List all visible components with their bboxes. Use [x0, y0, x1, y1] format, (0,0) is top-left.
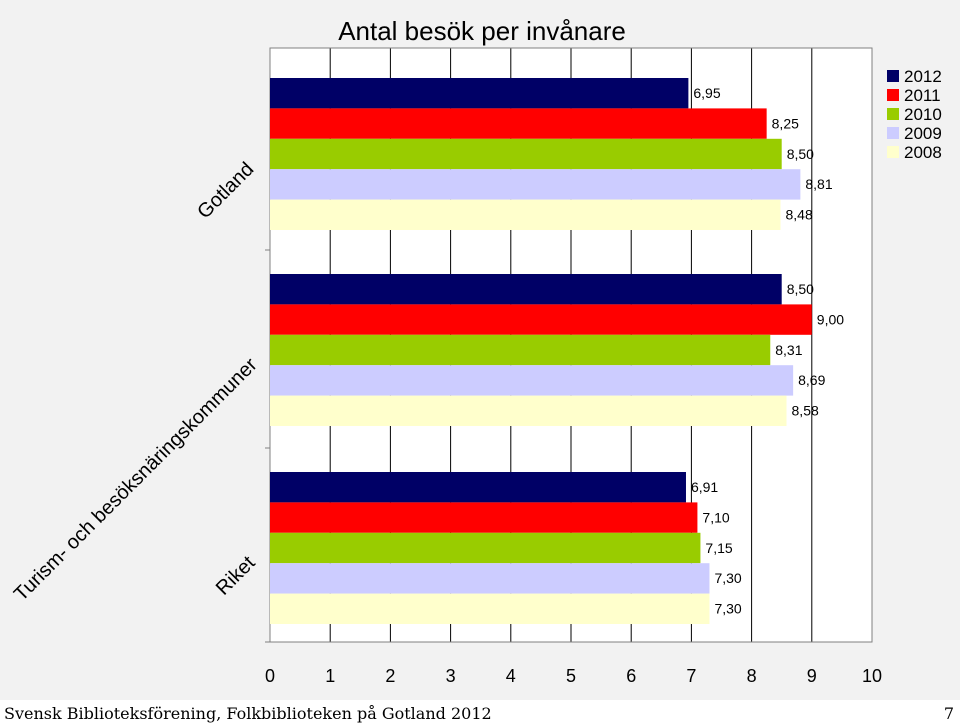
x-tick-label: 3: [446, 666, 456, 686]
category-label: Gotland: [193, 158, 258, 223]
x-tick-label: 8: [747, 666, 757, 686]
data-label: 8,48: [785, 207, 812, 223]
bar: [270, 532, 701, 564]
data-label: 7,30: [714, 601, 741, 617]
bar: [270, 334, 771, 366]
legend-swatch: [887, 127, 899, 139]
legend-entry: 2010: [904, 105, 942, 124]
bar: [270, 563, 710, 594]
data-label: 7,30: [714, 570, 741, 586]
x-tick-label: 10: [862, 666, 882, 686]
data-label: 8,81: [805, 176, 832, 192]
bar: [270, 365, 794, 396]
category-label: Turism- och besöksnäringskommuner: [10, 354, 262, 606]
legend-entry: 2008: [904, 143, 942, 162]
bar: [270, 274, 782, 305]
legend-entry: 2009: [904, 124, 942, 143]
bar: [270, 593, 710, 624]
data-label: 8,25: [772, 115, 799, 131]
x-tick-label: 5: [566, 666, 576, 686]
x-tick-label: 9: [807, 666, 817, 686]
bar-chart: 6,958,258,508,818,488,509,008,318,698,58…: [10, 16, 942, 686]
x-tick-label: 2: [385, 666, 395, 686]
bar: [270, 472, 686, 503]
data-label: 7,15: [705, 540, 732, 556]
footer-text: Svensk Biblioteksförening, Folkbibliotek…: [4, 704, 492, 723]
data-label: 7,10: [702, 509, 729, 525]
x-tick-label: 6: [626, 666, 636, 686]
x-tick-label: 7: [686, 666, 696, 686]
chart-area: 6,95 8,25 8,50 8,81 8,48 8,50 9,00 8,31 8,69 8,58…: [0, 0, 960, 700]
data-label: 8,50: [787, 281, 814, 297]
legend-entry: 2011: [904, 86, 941, 105]
bar: [270, 304, 812, 335]
bar: [270, 502, 698, 533]
bar: [270, 169, 801, 200]
legend-entry: 2012: [904, 67, 942, 86]
bar: [270, 138, 782, 170]
chart-title: Antal besök per invånare: [338, 16, 626, 46]
category-label: Riket: [212, 552, 260, 600]
page-number: 7: [943, 704, 954, 723]
data-label: 6,91: [691, 479, 718, 495]
bar: [270, 199, 781, 230]
bar: [270, 78, 689, 109]
legend-swatch: [887, 89, 899, 101]
data-label: 8,69: [798, 372, 825, 388]
legend-swatch: [887, 108, 899, 120]
bar: [270, 395, 787, 426]
data-label: 8,50: [787, 146, 814, 162]
data-label: 8,31: [775, 342, 802, 358]
data-label: 9,00: [817, 311, 844, 327]
page-footer: Svensk Biblioteksförening, Folkbibliotek…: [0, 700, 960, 725]
x-tick-label: 1: [325, 666, 335, 686]
legend-swatch: [887, 146, 899, 158]
x-tick-label: 4: [506, 666, 516, 686]
bar: [270, 108, 767, 139]
data-label: 8,58: [792, 403, 819, 419]
legend-swatch: [887, 70, 899, 82]
x-tick-label: 0: [265, 666, 275, 686]
data-label: 6,95: [693, 85, 720, 101]
